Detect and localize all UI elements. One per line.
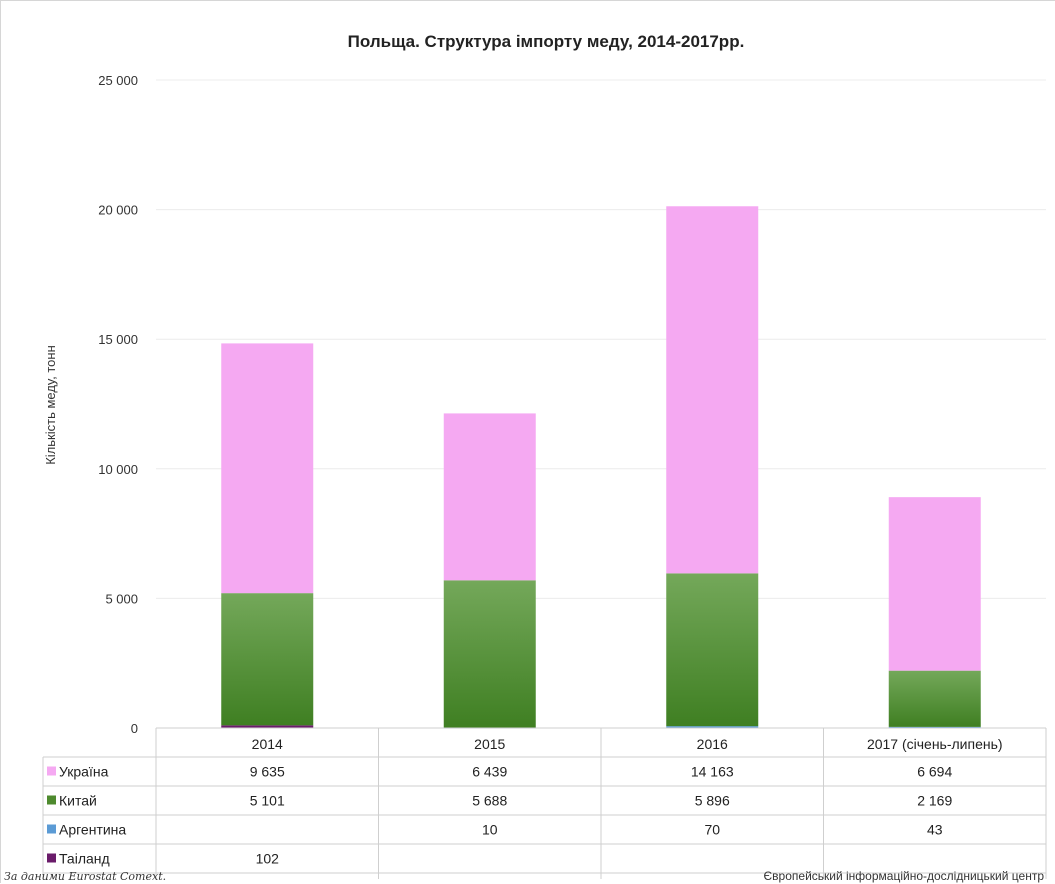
bar-segment-Україна-2014 [221, 343, 314, 594]
table-cell-value: 14 163 [691, 764, 734, 780]
table-cell-value: 5 101 [250, 793, 285, 809]
y-tick-label: 5 000 [105, 591, 138, 606]
bar-segment-Україна-2017 (січень-липень) [888, 497, 981, 671]
table-cell-value: 9 635 [250, 764, 285, 780]
legend-label: Аргентина [59, 822, 126, 838]
y-tick-label: 20 000 [98, 203, 138, 218]
bar-segment-Китай-2014 [221, 593, 314, 726]
table-cell-value: 6 439 [472, 764, 507, 780]
table-cell-value: 5 688 [472, 793, 507, 809]
bar-segment-Україна-2016 [666, 206, 759, 574]
legend-label: Таіланд [59, 851, 110, 867]
category-label: 2017 (січень-липень) [867, 736, 1003, 752]
table-cell-value: 2 169 [917, 793, 952, 809]
bar-segment-Україна-2015 [443, 413, 536, 581]
table-cell-value: 6 694 [917, 764, 952, 780]
bar-segment-Аргентина-2017 (січень-липень) [888, 726, 981, 728]
bar-segment-Китай-2017 (січень-липень) [888, 670, 981, 727]
category-label: 2016 [697, 736, 728, 752]
bar-segment-Китай-2016 [666, 573, 759, 727]
legend-label: Китай [59, 793, 97, 809]
table-cell-value: 43 [927, 822, 943, 838]
bars [221, 206, 981, 729]
y-tick-label: 10 000 [98, 462, 138, 477]
legend-label: Україна [59, 764, 109, 780]
legend-swatch [47, 766, 56, 776]
bar-segment-Аргентина-2016 [666, 726, 759, 728]
y-axis-label: Кількість меду, тонн [43, 345, 58, 465]
legend-swatch [47, 795, 56, 805]
chart-title: Польща. Структура імпорту меду, 2014-201… [348, 32, 745, 51]
table-cell-value: 70 [704, 822, 720, 838]
data-table: 2014 2015 2016 2017 (січень-липень) Україна 9… [42, 727, 1047, 879]
y-tick-label: 15 000 [98, 332, 138, 347]
legend-swatch [47, 824, 56, 834]
y-tick-label: 25 000 [98, 73, 138, 88]
legend-swatch [47, 853, 56, 863]
y-axis-ticks: 0 5 000 10 000 15 000 20 000 25 000 [98, 73, 138, 736]
category-label: 2015 [474, 736, 505, 752]
y-tick-label: 0 [131, 721, 138, 736]
bar-segment-Китай-2015 [443, 580, 536, 728]
footer-source: Європейський інформаційно-дослідницький … [764, 869, 1045, 883]
table-cell-value: 10 [482, 822, 498, 838]
bar-segment-Таіланд-2014 [221, 725, 314, 728]
table-cell-value: 5 896 [695, 793, 730, 809]
table-cell-value: 102 [256, 851, 280, 867]
category-label: 2014 [252, 736, 283, 752]
footer-note: За даними Eurostat Comext. [4, 870, 166, 883]
